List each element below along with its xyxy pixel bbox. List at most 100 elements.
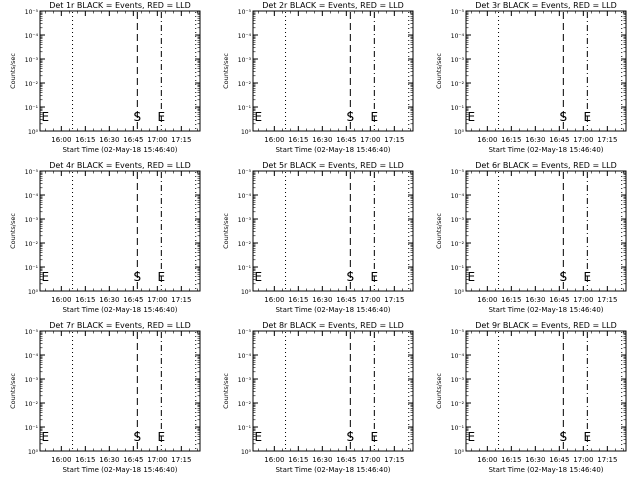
marker-label-s: S <box>134 270 142 284</box>
y-tick-label: 10⁻¹ <box>25 265 39 272</box>
y-tick-label: 10⁻¹ <box>451 425 465 432</box>
x-axis-label: Start Time (02-May-18 15:46:40) <box>275 306 390 314</box>
plot-frame <box>465 330 627 452</box>
x-tick-label: 16:30 <box>525 136 545 144</box>
x-tick-label: 17:15 <box>597 136 617 144</box>
detector-panel-6: Det 6r BLACK = Events, RED = LLD 10⁰ 10⁻¹ 1… <box>435 161 627 314</box>
x-tick-label: 16:00 <box>264 456 284 464</box>
x-axis-label: Start Time (02-May-18 15:46:40) <box>275 466 390 474</box>
x-tick-label: 16:30 <box>99 296 119 304</box>
marker-label-e: E <box>468 110 476 124</box>
x-axis-label: Start Time (02-May-18 15:46:40) <box>62 146 177 154</box>
x-tick-label: 16:30 <box>312 296 332 304</box>
y-axis-label: Counts/sec <box>9 53 17 89</box>
x-tick-label: 16:30 <box>99 456 119 464</box>
x-tick-label: 16:15 <box>501 296 521 304</box>
x-tick-label: 16:45 <box>549 136 569 144</box>
marker-label-e: E <box>371 430 379 444</box>
marker-label-s: S <box>560 430 568 444</box>
x-tick-label: 16:00 <box>477 456 497 464</box>
x-tick-label: 16:15 <box>75 136 95 144</box>
y-axis-label: Counts/sec <box>9 373 17 409</box>
detector-panel-3: Det 3r BLACK = Events, RED = LLD 10⁰ 10⁻¹ 1… <box>435 1 627 154</box>
y-tick-label: 10⁻⁴ <box>451 193 465 200</box>
x-tick-label: 16:45 <box>123 296 143 304</box>
marker-label-e: E <box>158 270 166 284</box>
y-tick-label: 10⁻¹ <box>238 105 252 112</box>
x-tick-label: 17:00 <box>360 296 380 304</box>
x-axis-label: Start Time (02-May-18 15:46:40) <box>488 146 603 154</box>
marker-label-e: E <box>42 270 50 284</box>
x-tick-label: 17:15 <box>384 136 404 144</box>
x-tick-label: 17:00 <box>360 456 380 464</box>
plot-frame <box>39 10 201 132</box>
marker-label-s: S <box>134 430 142 444</box>
panel-title: Det 7r BLACK = Events, RED = LLD <box>49 321 191 330</box>
y-tick-label: 10⁻⁵ <box>238 329 252 336</box>
x-axis-label: Start Time (02-May-18 15:46:40) <box>62 306 177 314</box>
x-tick-label: 16:45 <box>123 456 143 464</box>
y-tick-label: 10⁻¹ <box>451 105 465 112</box>
x-tick-label: 17:15 <box>384 296 404 304</box>
y-tick-label: 10⁻⁴ <box>238 33 252 40</box>
y-tick-label: 10⁻² <box>238 241 252 248</box>
marker-label-e: E <box>584 430 592 444</box>
marker-label-e: E <box>584 270 592 284</box>
x-tick-label: 16:45 <box>336 296 356 304</box>
y-tick-label: 10⁰ <box>28 449 39 456</box>
marker-label-e: E <box>468 270 476 284</box>
x-tick-label: 17:00 <box>147 296 167 304</box>
y-tick-label: 10⁻³ <box>451 57 465 64</box>
detector-panel-7: Det 7r BLACK = Events, RED = LLD 10⁰ 10⁻¹ 1… <box>9 321 201 474</box>
y-tick-label: 10⁻⁴ <box>238 353 252 360</box>
plot-frame <box>252 170 414 292</box>
plot-frame <box>252 330 414 452</box>
y-tick-label: 10⁻⁵ <box>451 169 465 176</box>
marker-label-e: E <box>255 270 263 284</box>
x-tick-label: 17:00 <box>573 136 593 144</box>
y-tick-label: 10⁻⁵ <box>25 329 39 336</box>
y-tick-label: 10⁰ <box>241 129 252 136</box>
x-tick-label: 17:15 <box>171 296 191 304</box>
x-tick-label: 16:00 <box>477 136 497 144</box>
y-tick-label: 10⁻³ <box>25 377 39 384</box>
x-tick-label: 16:00 <box>51 136 71 144</box>
marker-label-e: E <box>255 430 263 444</box>
y-tick-label: 10⁻³ <box>451 217 465 224</box>
y-tick-label: 10⁻² <box>25 81 39 88</box>
y-tick-label: 10⁰ <box>454 449 465 456</box>
panel-title: Det 6r BLACK = Events, RED = LLD <box>475 161 617 170</box>
x-tick-label: 17:00 <box>147 456 167 464</box>
x-tick-label: 17:00 <box>360 136 380 144</box>
y-tick-label: 10⁰ <box>241 289 252 296</box>
y-tick-label: 10⁻⁵ <box>451 9 465 16</box>
panel-title: Det 8r BLACK = Events, RED = LLD <box>262 321 404 330</box>
x-tick-label: 16:30 <box>99 136 119 144</box>
x-tick-label: 17:15 <box>597 456 617 464</box>
x-tick-label: 17:15 <box>597 296 617 304</box>
plot-frame <box>465 10 627 132</box>
y-tick-label: 10⁻² <box>25 241 39 248</box>
x-tick-label: 16:00 <box>477 296 497 304</box>
marker-label-e: E <box>371 270 379 284</box>
y-axis-label: Counts/sec <box>222 53 230 89</box>
y-tick-label: 10⁰ <box>28 289 39 296</box>
marker-label-e: E <box>158 430 166 444</box>
x-tick-label: 16:45 <box>123 136 143 144</box>
detector-panel-1: Det 1r BLACK = Events, RED = LLD 10⁰ 10⁻¹ 1… <box>9 1 201 154</box>
x-tick-label: 17:00 <box>147 136 167 144</box>
marker-label-e: E <box>468 430 476 444</box>
detector-panel-4: Det 4r BLACK = Events, RED = LLD 10⁰ 10⁻¹ 1… <box>9 161 201 314</box>
detector-panel-5: Det 5r BLACK = Events, RED = LLD 10⁰ 10⁻¹ 1… <box>222 161 414 314</box>
y-tick-label: 10⁻² <box>238 401 252 408</box>
y-tick-label: 10⁻² <box>451 81 465 88</box>
y-tick-label: 10⁻¹ <box>451 265 465 272</box>
x-tick-label: 17:00 <box>573 456 593 464</box>
x-tick-label: 16:30 <box>525 456 545 464</box>
x-tick-label: 16:15 <box>501 456 521 464</box>
marker-label-s: S <box>347 110 355 124</box>
x-axis-label: Start Time (02-May-18 15:46:40) <box>62 466 177 474</box>
marker-label-s: S <box>560 110 568 124</box>
marker-label-s: S <box>347 270 355 284</box>
